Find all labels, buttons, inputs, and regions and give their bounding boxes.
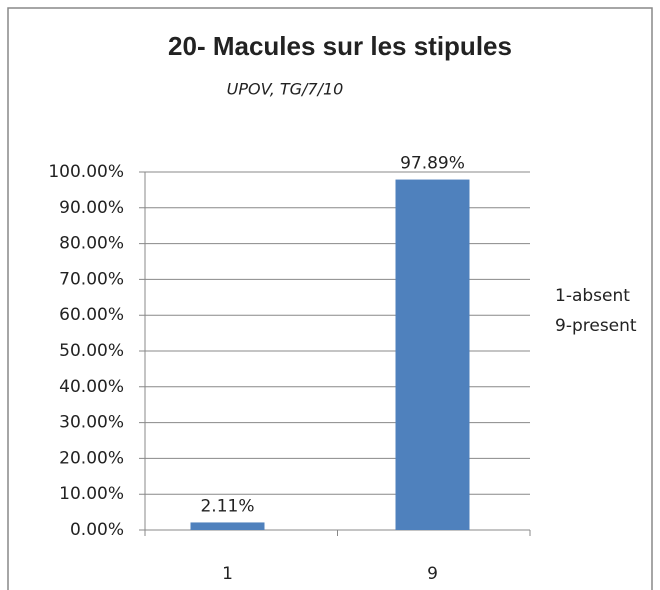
- y-tick-label: 50.00%: [59, 341, 124, 361]
- x-tick-label: 9: [427, 564, 438, 584]
- bar: [395, 179, 470, 530]
- y-tick-label: 10.00%: [59, 484, 124, 504]
- y-tick-label: 0.00%: [70, 520, 124, 540]
- y-tick-label: 20.00%: [59, 448, 124, 468]
- value-label: 97.89%: [400, 154, 465, 174]
- chart-subtitle: UPOV, TG/7/10: [227, 80, 344, 99]
- y-tick-label: 60.00%: [59, 305, 124, 325]
- chart-title: 20- Macules sur les stipules: [168, 31, 512, 61]
- annotation: 1-absent: [555, 286, 630, 306]
- y-tick-label: 30.00%: [59, 413, 124, 433]
- chart-frame: [7, 7, 653, 590]
- y-tick-label: 40.00%: [59, 377, 124, 397]
- x-tick-label: 1: [222, 564, 233, 584]
- y-tick-label: 70.00%: [59, 269, 124, 289]
- annotation: 9-present: [555, 316, 637, 336]
- y-tick-label: 80.00%: [59, 234, 124, 254]
- value-label: 2.11%: [200, 496, 254, 516]
- y-tick-label: 100.00%: [48, 162, 124, 182]
- bar: [190, 522, 265, 530]
- y-tick-label: 90.00%: [59, 198, 124, 218]
